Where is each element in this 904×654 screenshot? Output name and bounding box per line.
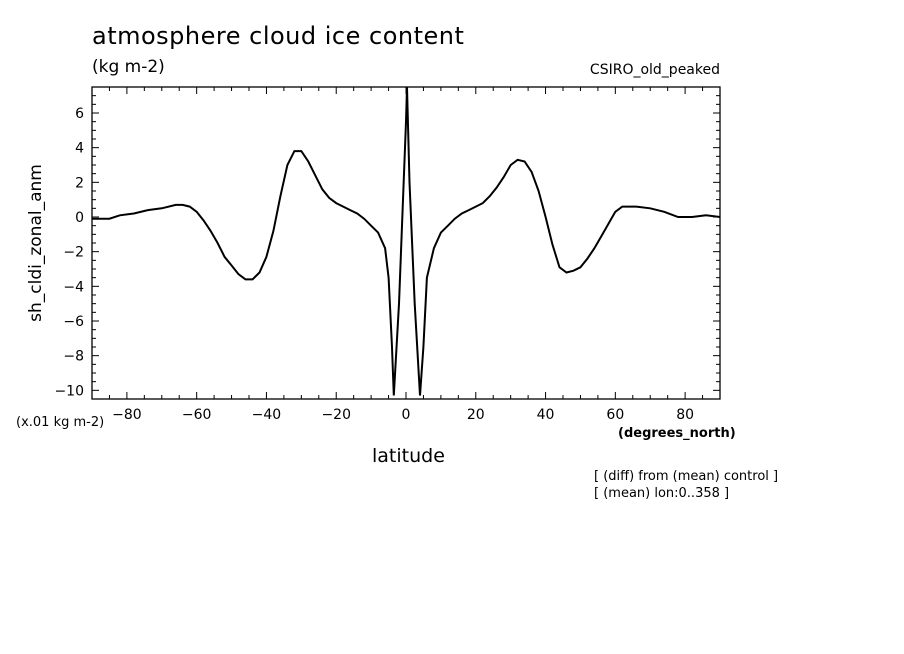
chart-title: atmosphere cloud ice content bbox=[92, 22, 465, 50]
x-tick-label: 20 bbox=[467, 407, 485, 423]
y-tick-label: −10 bbox=[54, 383, 84, 399]
y-tick-label: −2 bbox=[63, 245, 84, 261]
x-tick-label: −40 bbox=[252, 407, 282, 423]
y-tick-label: 4 bbox=[75, 141, 84, 157]
axis-ticks bbox=[91, 86, 721, 400]
x-tick-label: −60 bbox=[182, 407, 212, 423]
x-tick-label: 80 bbox=[676, 407, 694, 423]
chart-units: (kg m-2) bbox=[92, 57, 165, 77]
x-tick-label: −80 bbox=[112, 407, 142, 423]
y-tick-label: −6 bbox=[63, 314, 84, 330]
model-name: CSIRO_old_peaked bbox=[589, 62, 720, 78]
x-tick-label: 60 bbox=[606, 407, 624, 423]
x-tick-label: 40 bbox=[537, 407, 555, 423]
y-tick-label: 2 bbox=[75, 175, 84, 191]
note-diff: [ (diff) from (mean) control ] bbox=[594, 469, 779, 484]
y-tick-label: 6 bbox=[75, 106, 84, 122]
x-tick-label: 0 bbox=[402, 407, 411, 423]
y-tick-label: 0 bbox=[75, 210, 84, 226]
x-axis-label: latitude bbox=[372, 445, 445, 467]
note-mean: [ (mean) lon:0..358 ] bbox=[594, 486, 730, 501]
y-tick-label: −8 bbox=[63, 349, 84, 365]
x-tick-label: −20 bbox=[321, 407, 351, 423]
y-tick-label: −4 bbox=[63, 279, 84, 295]
x-axis-units: (degrees_north) bbox=[618, 426, 736, 441]
y-scale-note: (x.01 kg m-2) bbox=[16, 415, 105, 430]
data-line bbox=[92, 86, 721, 396]
